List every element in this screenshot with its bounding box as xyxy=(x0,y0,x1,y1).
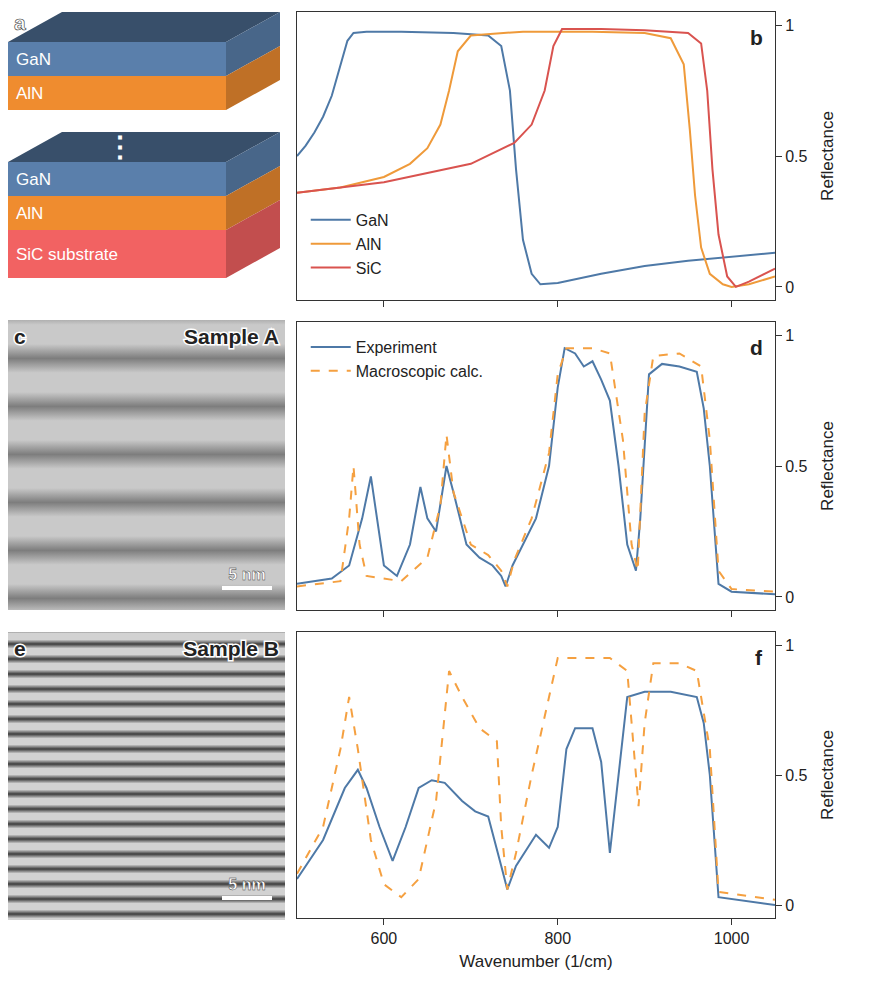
svg-text:SiC substrate: SiC substrate xyxy=(16,245,118,264)
svg-text:AlN: AlN xyxy=(356,236,382,253)
svg-text:Reflectance: Reflectance xyxy=(818,730,837,820)
svg-text:0.5: 0.5 xyxy=(785,148,807,165)
svg-text:5 nm: 5 nm xyxy=(228,876,265,893)
svg-text:800: 800 xyxy=(544,930,571,947)
svg-text:SiC: SiC xyxy=(356,260,382,277)
svg-text:GaN: GaN xyxy=(356,212,389,229)
svg-text:d: d xyxy=(750,336,763,359)
svg-text:0.5: 0.5 xyxy=(785,458,807,475)
svg-text:Sample A: Sample A xyxy=(184,325,279,348)
svg-text:Sample B: Sample B xyxy=(183,637,279,660)
svg-text:a: a xyxy=(14,11,26,34)
svg-text:AlN: AlN xyxy=(16,84,43,103)
svg-text:1: 1 xyxy=(785,327,794,344)
svg-text:0: 0 xyxy=(785,279,794,296)
svg-text:1: 1 xyxy=(785,637,794,654)
svg-text:b: b xyxy=(750,26,763,49)
svg-text:Wavenumber (1/cm): Wavenumber (1/cm) xyxy=(459,952,612,971)
svg-text:0.5: 0.5 xyxy=(785,767,807,784)
svg-text:Reflectance: Reflectance xyxy=(818,421,837,511)
svg-text:1: 1 xyxy=(785,17,794,34)
svg-text:1000: 1000 xyxy=(714,930,750,947)
svg-text:GaN: GaN xyxy=(16,50,51,69)
svg-text:600: 600 xyxy=(371,930,398,947)
svg-text:5 nm: 5 nm xyxy=(228,566,265,583)
svg-text:f: f xyxy=(755,646,763,669)
svg-text:AlN: AlN xyxy=(16,204,43,223)
svg-text:⋮: ⋮ xyxy=(106,131,134,162)
svg-text:Reflectance: Reflectance xyxy=(818,111,837,201)
svg-text:Experiment: Experiment xyxy=(356,339,437,356)
svg-text:Macroscopic calc.: Macroscopic calc. xyxy=(356,363,483,380)
svg-text:0: 0 xyxy=(785,897,794,914)
svg-text:GaN: GaN xyxy=(16,170,51,189)
svg-text:0: 0 xyxy=(785,589,794,606)
svg-text:c: c xyxy=(14,325,26,348)
svg-text:e: e xyxy=(14,637,26,660)
